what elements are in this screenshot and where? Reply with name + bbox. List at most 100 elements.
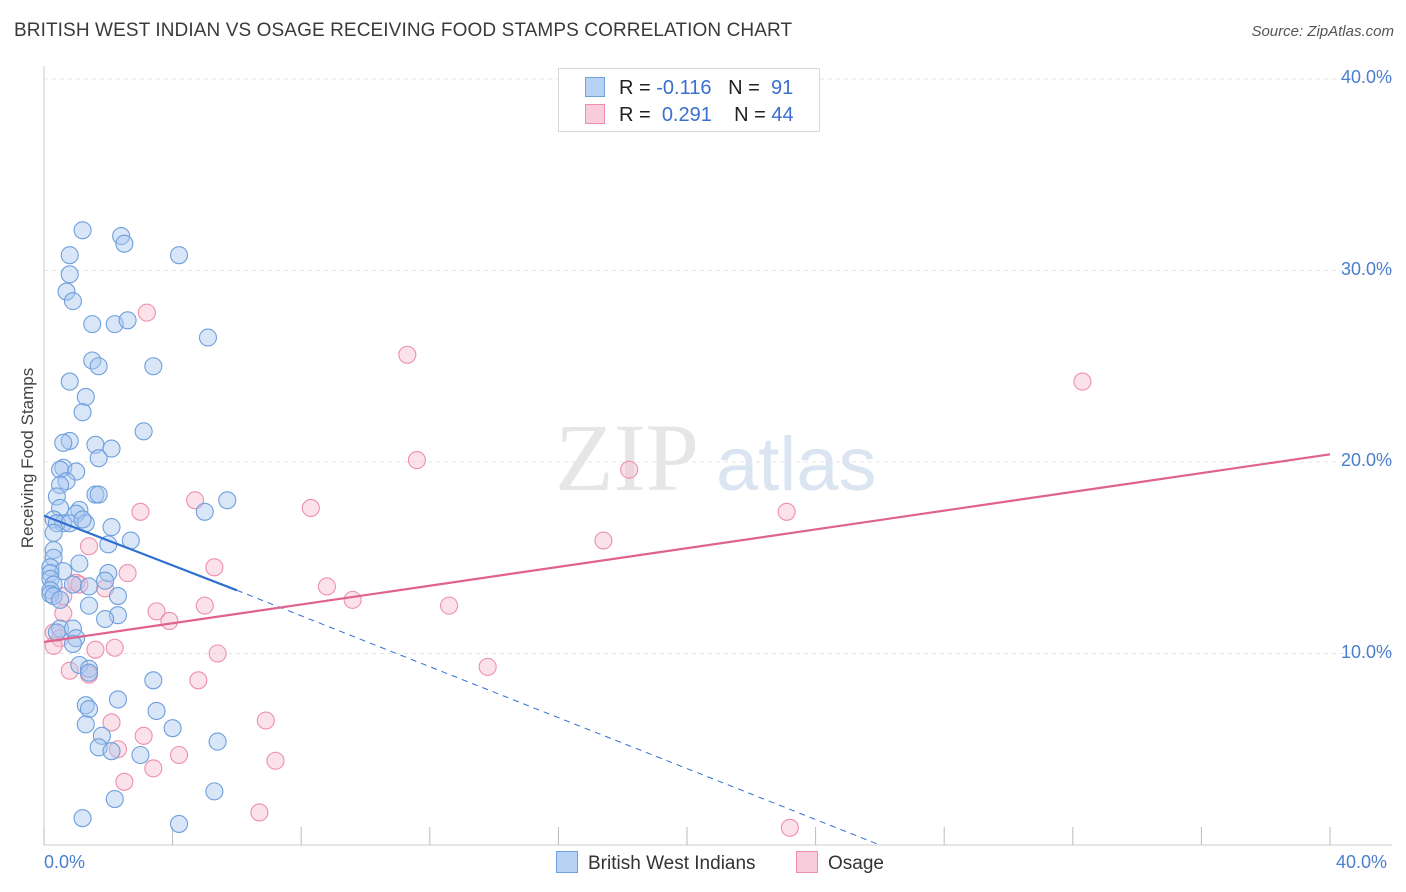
british-west-indians-point <box>108 690 127 709</box>
bottom-legend-british-west-indians[interactable]: British West Indians <box>556 851 756 875</box>
british-west-indians-point <box>73 403 92 422</box>
british-west-indians-point <box>60 431 79 450</box>
british-west-indians-point <box>44 541 63 560</box>
british-west-indians-point <box>89 449 108 468</box>
british-west-indians-point <box>70 655 89 675</box>
osage-point <box>118 564 137 583</box>
british-west-indians-point <box>60 246 79 265</box>
british-west-indians-point <box>51 498 70 518</box>
osage-point <box>266 751 285 770</box>
bottom-legend-osage[interactable]: Osage <box>796 851 884 875</box>
british-west-indians-point <box>102 439 121 458</box>
british-west-indians-point <box>63 292 82 311</box>
osage-point <box>131 502 150 521</box>
bottom-legend-swatch-pink <box>796 851 818 873</box>
blue-trend-line <box>43 514 238 592</box>
british-west-indians-point <box>79 596 99 615</box>
british-west-indians-point <box>79 663 99 682</box>
british-west-indians-point <box>131 745 150 765</box>
osage-point <box>144 759 163 778</box>
british-west-indians-point <box>195 502 214 521</box>
osage-point <box>189 671 208 690</box>
osage-point <box>102 713 121 732</box>
osage-point <box>108 740 127 759</box>
british-west-indians-point <box>76 715 95 734</box>
british-west-indians-point <box>54 433 73 452</box>
british-west-indians-point <box>96 609 115 629</box>
british-west-indians-point <box>96 571 115 590</box>
osage-point <box>160 611 179 630</box>
british-west-indians-point <box>102 518 121 537</box>
british-west-indians-point <box>89 485 108 504</box>
british-west-indians-point <box>57 282 76 301</box>
osage-point <box>440 596 459 615</box>
osage-point <box>317 577 336 596</box>
british-west-indians-point <box>147 701 166 721</box>
british-west-indians-point <box>70 554 89 573</box>
british-west-indians-point <box>144 357 163 376</box>
british-west-indians-point <box>169 814 189 833</box>
british-west-indians-point <box>73 809 92 828</box>
correlation-legend: R = -0.116 N = 91 R = 0.291 N = 44 <box>558 68 820 132</box>
osage-point <box>105 638 124 657</box>
british-west-indians-point <box>60 265 79 284</box>
british-west-indians-point <box>163 719 182 738</box>
bottom-legend-swatch-blue <box>556 851 578 873</box>
british-west-indians-point <box>67 462 86 481</box>
osage-point <box>478 657 497 676</box>
british-west-indians-point <box>79 699 99 719</box>
osage-point <box>343 590 362 609</box>
bottom-legend-label-pink: Osage <box>828 853 884 874</box>
british-west-indians-point <box>47 487 66 506</box>
osage-point <box>134 726 153 745</box>
osage-point <box>205 558 224 577</box>
bottom-legend-label-blue: British West Indians <box>588 853 756 874</box>
osage-point <box>195 596 214 615</box>
british-west-indians-point <box>63 634 82 653</box>
x-tick-max: 40.0% <box>1336 852 1388 872</box>
british-west-indians-point <box>118 311 137 330</box>
zipatlas-watermark: ZIP atlas <box>555 404 877 511</box>
british-west-indians-point <box>51 590 70 609</box>
british-west-indians-point <box>92 726 111 745</box>
osage-point <box>780 818 799 837</box>
british-west-indians-point <box>102 742 121 761</box>
osage-point <box>86 640 105 659</box>
chart-title: BRITISH WEST INDIAN VS OSAGE RECEIVING F… <box>14 20 793 41</box>
british-west-indians-point <box>218 491 237 510</box>
british-west-indians-point <box>51 460 70 479</box>
british-west-indians-point <box>198 328 218 347</box>
osage-point <box>115 772 134 791</box>
british-west-indians-point <box>79 577 99 596</box>
british-west-indians-point <box>89 357 108 376</box>
y-tick-label: 10.0% <box>1340 641 1392 662</box>
british-west-indians-point <box>44 523 63 542</box>
legend-n-value-blue: 91 <box>770 77 794 99</box>
british-west-indians-point <box>169 246 189 265</box>
osage-point <box>60 661 79 680</box>
osage-point <box>79 537 99 556</box>
british-west-indians-point <box>108 586 127 606</box>
british-west-indians-point <box>134 422 153 441</box>
osage-point <box>620 460 639 479</box>
british-west-indians-point <box>44 548 63 567</box>
legend-n-value-pink: 44 <box>771 104 794 126</box>
y-tick-label: 20.0% <box>1340 450 1392 470</box>
british-west-indians-point <box>73 510 92 529</box>
british-west-indians-point <box>208 732 227 751</box>
british-west-indians-point <box>51 475 70 495</box>
legend-r-value-pink: 0.291 <box>661 104 712 126</box>
osage-point <box>250 803 269 822</box>
osage-point <box>169 745 189 765</box>
british-west-indians-point <box>41 585 60 604</box>
legend-row-osage: R = 0.291 N = 44 <box>585 104 794 127</box>
legend-swatch-blue <box>585 77 605 97</box>
source-label[interactable]: Source: ZipAtlas.com <box>1251 23 1394 40</box>
british-west-indians-point <box>83 315 102 334</box>
british-west-indians-point <box>144 671 163 690</box>
osage-point <box>594 531 613 550</box>
blue-trend-extension <box>236 589 881 846</box>
british-west-indians-point <box>105 789 124 809</box>
osage-point <box>301 498 320 518</box>
